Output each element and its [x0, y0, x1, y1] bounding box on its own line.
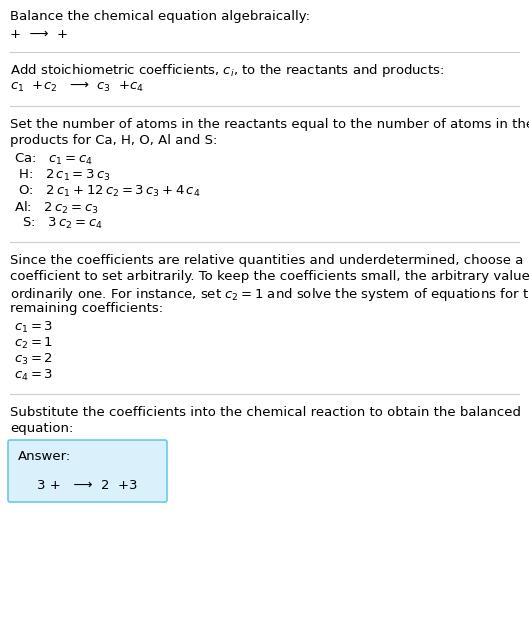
Text: products for Ca, H, O, Al and S:: products for Ca, H, O, Al and S: — [10, 134, 217, 147]
Text: Ca:   $c_1 = c_4$: Ca: $c_1 = c_4$ — [14, 152, 93, 167]
Text: Substitute the coefficients into the chemical reaction to obtain the balanced: Substitute the coefficients into the che… — [10, 406, 521, 419]
Text: $c_1$  +$c_2$   ⟶  $c_3$  +$c_4$: $c_1$ +$c_2$ ⟶ $c_3$ +$c_4$ — [10, 80, 144, 94]
Text: H:   $2\,c_1 = 3\,c_3$: H: $2\,c_1 = 3\,c_3$ — [14, 168, 111, 183]
Text: $c_4 = 3$: $c_4 = 3$ — [14, 368, 53, 383]
Text: Balance the chemical equation algebraically:: Balance the chemical equation algebraica… — [10, 10, 310, 23]
Text: $c_1 = 3$: $c_1 = 3$ — [14, 320, 53, 335]
Text: O:   $2\,c_1 + 12\,c_2 = 3\,c_3 + 4\,c_4$: O: $2\,c_1 + 12\,c_2 = 3\,c_3 + 4\,c_4$ — [14, 184, 200, 199]
Text: S:   $3\,c_2 = c_4$: S: $3\,c_2 = c_4$ — [14, 216, 103, 231]
Text: equation:: equation: — [10, 422, 74, 435]
Text: $c_3 = 2$: $c_3 = 2$ — [14, 352, 53, 367]
Text: Al:   $2\,c_2 = c_3$: Al: $2\,c_2 = c_3$ — [14, 200, 98, 216]
Text: +  ⟶  +: + ⟶ + — [10, 28, 68, 41]
Text: ordinarily one. For instance, set $c_2 = 1$ and solve the system of equations fo: ordinarily one. For instance, set $c_2 =… — [10, 286, 529, 303]
Text: $c_2 = 1$: $c_2 = 1$ — [14, 336, 53, 351]
Text: Since the coefficients are relative quantities and underdetermined, choose a: Since the coefficients are relative quan… — [10, 254, 523, 267]
Text: Answer:: Answer: — [18, 450, 71, 463]
Text: 3 +   ⟶  2  +3: 3 + ⟶ 2 +3 — [37, 479, 138, 492]
Text: Set the number of atoms in the reactants equal to the number of atoms in the: Set the number of atoms in the reactants… — [10, 118, 529, 131]
Text: remaining coefficients:: remaining coefficients: — [10, 302, 163, 315]
Text: Add stoichiometric coefficients, $c_i$, to the reactants and products:: Add stoichiometric coefficients, $c_i$, … — [10, 62, 444, 79]
FancyBboxPatch shape — [8, 440, 167, 502]
Text: coefficient to set arbitrarily. To keep the coefficients small, the arbitrary va: coefficient to set arbitrarily. To keep … — [10, 270, 529, 283]
